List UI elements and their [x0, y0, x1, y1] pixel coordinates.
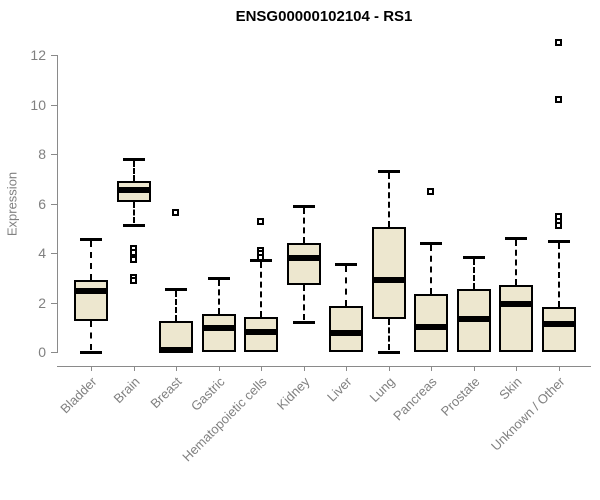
chart-title: ENSG00000102104 - RS1 — [235, 8, 413, 25]
y-axis-tick — [51, 253, 57, 254]
lower-whisker-cap — [378, 351, 400, 354]
x-axis-tick — [261, 366, 262, 371]
median-line — [117, 187, 151, 193]
box-gastric — [202, 314, 236, 352]
median-line — [542, 321, 576, 327]
y-axis-tick-label: 12 — [30, 47, 46, 63]
x-axis-tick — [176, 366, 177, 371]
y-axis-tick — [51, 352, 57, 353]
lower-whisker — [388, 319, 390, 350]
median-line — [457, 316, 491, 322]
outlier-point — [130, 256, 137, 263]
y-axis-tick-label: 10 — [30, 97, 46, 113]
lower-whisker-cap — [80, 351, 102, 354]
upper-whisker — [558, 243, 560, 307]
x-axis-tick — [91, 366, 92, 371]
upper-whisker-cap — [378, 170, 400, 173]
outlier-point — [555, 39, 562, 46]
upper-whisker-cap — [463, 256, 485, 259]
median-line — [74, 288, 108, 294]
lower-whisker — [303, 285, 305, 320]
outlier-point — [172, 209, 179, 216]
median-line — [499, 301, 533, 307]
upper-whisker — [260, 262, 262, 317]
median-line — [329, 330, 363, 336]
x-axis-tick — [516, 366, 517, 371]
y-axis-tick — [51, 105, 57, 106]
outlier-point — [427, 188, 434, 195]
y-axis-tick-label: 8 — [38, 146, 46, 162]
x-axis-tick — [431, 366, 432, 371]
y-axis-tick-label: 2 — [38, 295, 46, 311]
upper-whisker — [90, 241, 92, 280]
box-liver — [329, 306, 363, 352]
x-axis-tick — [304, 366, 305, 371]
upper-whisker — [473, 259, 475, 289]
box-pancreas — [414, 294, 448, 352]
lower-whisker — [133, 202, 135, 223]
upper-whisker-cap — [548, 240, 570, 243]
median-line — [202, 325, 236, 331]
upper-whisker — [175, 291, 177, 321]
outlier-point — [555, 96, 562, 103]
box-lung — [372, 227, 406, 319]
x-axis-tick — [134, 366, 135, 371]
outlier-point — [130, 249, 137, 256]
median-line — [372, 277, 406, 283]
box-skin — [499, 285, 533, 352]
x-axis-tick — [346, 366, 347, 371]
x-axis-tick — [559, 366, 560, 371]
y-axis-tick — [51, 154, 57, 155]
box-unknown-other — [542, 307, 576, 352]
x-axis-tick — [474, 366, 475, 371]
upper-whisker — [218, 280, 220, 314]
lower-whisker-cap — [293, 321, 315, 324]
upper-whisker-cap — [293, 205, 315, 208]
box-bladder — [74, 280, 108, 321]
y-axis-line — [57, 55, 58, 353]
median-line — [287, 255, 321, 261]
y-axis-tick — [51, 55, 57, 56]
x-axis-tick — [389, 366, 390, 371]
outlier-point — [257, 218, 264, 225]
median-line — [414, 324, 448, 330]
x-axis-line — [57, 366, 591, 367]
upper-whisker — [515, 240, 517, 285]
upper-whisker — [303, 208, 305, 243]
upper-whisker — [430, 245, 432, 294]
outlier-point — [555, 222, 562, 229]
median-line — [159, 347, 193, 353]
y-axis-tick-label: 0 — [38, 344, 46, 360]
y-axis-tick — [51, 303, 57, 304]
upper-whisker — [133, 161, 135, 181]
upper-whisker — [388, 173, 390, 227]
box-kidney — [287, 243, 321, 285]
upper-whisker-cap — [165, 288, 187, 291]
upper-whisker-cap — [123, 158, 145, 161]
upper-whisker — [345, 266, 347, 306]
outlier-point — [130, 277, 137, 284]
y-axis-tick-label: 4 — [38, 245, 46, 261]
lower-whisker — [90, 321, 92, 350]
outlier-point — [257, 254, 264, 261]
lower-whisker-cap — [123, 224, 145, 227]
upper-whisker-cap — [335, 263, 357, 266]
median-line — [244, 329, 278, 335]
upper-whisker-cap — [505, 237, 527, 240]
upper-whisker-cap — [80, 238, 102, 241]
upper-whisker-cap — [420, 242, 442, 245]
y-axis-tick — [51, 204, 57, 205]
x-axis-tick — [219, 366, 220, 371]
upper-whisker-cap — [208, 277, 230, 280]
y-axis-tick-label: 6 — [38, 196, 46, 212]
